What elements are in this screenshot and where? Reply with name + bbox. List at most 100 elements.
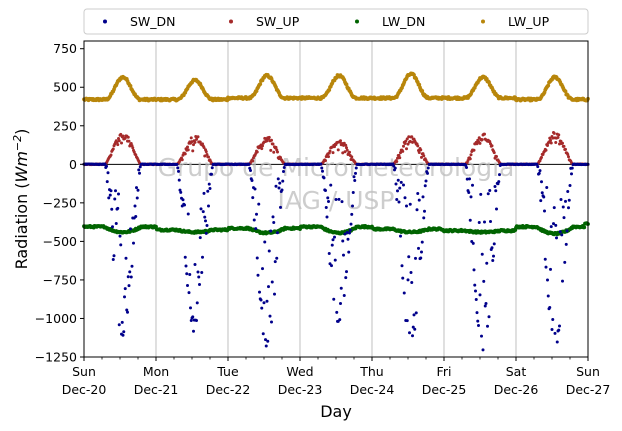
point-SW_DN	[540, 180, 543, 184]
point-SW_DN	[493, 185, 497, 189]
point-SW_UP	[339, 139, 342, 143]
point-SW_UP	[566, 152, 570, 156]
point-SW_UP	[407, 135, 411, 139]
point-SW_UP	[557, 133, 561, 137]
point-SW_UP	[396, 156, 399, 160]
point-SW_DN	[339, 302, 342, 305]
point-SW_DN	[538, 169, 542, 173]
point-SW_DN	[199, 207, 203, 211]
point-SW_UP	[554, 140, 558, 144]
point-SW_DN	[322, 176, 326, 180]
point-SW_DN	[183, 255, 187, 259]
point-LW_UP	[258, 82, 263, 87]
point-SW_DN	[484, 302, 488, 306]
point-SW_DN	[273, 260, 277, 264]
point-SW_DN	[405, 204, 408, 208]
point-SW_DN	[542, 195, 546, 199]
point-SW_DN	[265, 299, 269, 303]
point-SW_UP	[404, 139, 408, 143]
point-SW_DN	[535, 162, 539, 166]
point-SW_UP	[398, 156, 402, 160]
point-SW_DN	[210, 166, 214, 170]
point-SW_DN	[413, 327, 417, 331]
point-SW_DN	[423, 209, 426, 213]
legend-item-LW_UP: LW_UP	[481, 14, 550, 29]
point-SW_DN	[195, 319, 198, 323]
y-tick-label: −1000	[35, 311, 77, 326]
point-SW_DN	[479, 192, 483, 196]
y-tick: −250	[43, 195, 84, 210]
point-SW_DN	[342, 293, 346, 297]
point-SW_DN	[406, 278, 410, 282]
legend: SW_DN SW_UP LW_DN LW_UP	[83, 8, 589, 35]
point-SW_DN	[202, 191, 206, 195]
point-SW_DN	[257, 202, 261, 206]
x-tick-date: Dec-21	[134, 382, 179, 397]
point-SW_DN	[414, 311, 418, 315]
point-SW_DN	[201, 255, 204, 259]
x-tick-day: Thu	[359, 364, 383, 379]
point-SW_DN	[210, 172, 213, 176]
legend-marker	[481, 19, 485, 24]
point-SW_DN	[344, 276, 348, 280]
point-SW_DN	[255, 212, 258, 216]
point-SW_DN	[417, 246, 420, 250]
point-SW_DN	[411, 325, 415, 329]
point-SW_DN	[105, 164, 108, 168]
point-SW_DN	[408, 202, 412, 206]
point-SW_UP	[416, 144, 420, 148]
point-SW_DN	[205, 224, 209, 228]
point-SW_DN	[468, 218, 472, 222]
point-SW_DN	[424, 179, 428, 183]
point-SW_DN	[345, 231, 349, 235]
point-SW_DN	[338, 318, 342, 322]
y-tick-label: −750	[43, 272, 77, 287]
point-SW_DN	[270, 320, 273, 324]
point-SW_DN	[558, 230, 562, 234]
point-SW_DN	[204, 231, 208, 235]
y-tick: 750	[53, 41, 84, 56]
point-SW_DN	[122, 330, 126, 334]
point-SW_DN	[494, 189, 498, 193]
x-tick-day: Fri	[437, 364, 452, 379]
point-SW_DN	[348, 231, 351, 235]
point-SW_DN	[137, 168, 141, 172]
point-SW_DN	[555, 340, 559, 344]
point-SW_UP	[551, 136, 555, 140]
point-SW_UP	[207, 155, 210, 159]
point-SW_DN	[251, 196, 255, 200]
point-SW_UP	[341, 151, 345, 155]
point-SW_DN	[561, 205, 565, 209]
y-tick: −750	[43, 272, 84, 287]
point-SW_DN	[204, 219, 207, 223]
point-SW_UP	[183, 152, 187, 156]
point-SW_DN	[485, 261, 489, 265]
point-SW_DN	[405, 319, 409, 323]
point-SW_DN	[417, 198, 421, 202]
point-SW_DN	[333, 258, 337, 262]
y-tick-label: −250	[43, 195, 77, 210]
point-SW_DN	[539, 199, 543, 203]
point-SW_DN	[498, 173, 501, 177]
point-SW_DN	[110, 207, 114, 211]
point-SW_UP	[193, 140, 197, 144]
point-SW_UP	[265, 139, 269, 143]
point-SW_DN	[546, 278, 549, 282]
point-SW_DN	[548, 306, 552, 310]
point-SW_DN	[566, 189, 570, 193]
point-SW_DN	[130, 264, 134, 268]
point-SW_UP	[127, 139, 131, 143]
point-SW_DN	[543, 209, 546, 213]
point-SW_DN	[393, 166, 397, 170]
watermark: Grupo de Micrometeorologia IAG / USP	[158, 153, 515, 215]
x-tick: Sat Dec-26	[494, 357, 538, 397]
point-SW_DN	[346, 237, 350, 241]
point-SW_UP	[203, 154, 207, 158]
point-SW_UP	[120, 141, 123, 145]
x-tick: Tue Dec-22	[206, 357, 250, 397]
point-SW_DN	[398, 186, 402, 190]
point-SW_UP	[345, 148, 349, 152]
point-SW_DN	[184, 264, 188, 268]
point-SW_DN	[188, 273, 192, 277]
point-SW_DN	[319, 162, 323, 166]
